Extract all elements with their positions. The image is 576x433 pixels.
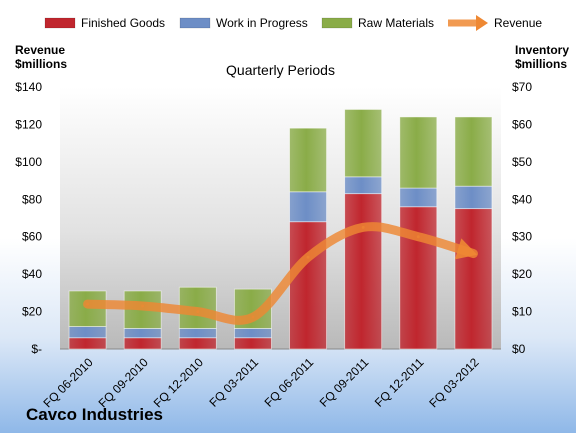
left-tick-label: $60	[22, 230, 42, 244]
left-tick-label: $20	[22, 305, 42, 319]
right-axis-title: $millions	[515, 57, 567, 71]
right-tick-label: $0	[512, 342, 526, 356]
bar-raw-materials	[399, 116, 438, 189]
right-tick-label: $30	[512, 230, 532, 244]
bar-raw-materials	[344, 109, 383, 178]
bar-finished-goods	[289, 221, 327, 350]
x-tick-label: FQ 03-2011	[207, 355, 262, 410]
left-tick-label: $-	[31, 342, 42, 356]
revenue-point	[251, 315, 255, 319]
right-tick-label: $60	[512, 117, 532, 131]
revenue-point	[361, 225, 365, 229]
bar-work-in-progress	[123, 328, 162, 339]
legend-swatch-finished-goods	[44, 17, 76, 29]
revenue-point	[196, 310, 200, 314]
x-tick-label: FQ 06-2011	[262, 355, 317, 410]
bar-finished-goods	[454, 208, 493, 350]
x-tick-label: FQ 12-2011	[372, 355, 427, 410]
revenue-point	[471, 252, 475, 256]
right-tick-label: $20	[512, 267, 532, 281]
bar-finished-goods	[399, 206, 438, 350]
revenue-point	[306, 255, 310, 259]
bar-finished-goods	[234, 337, 272, 350]
legend-swatch-raw-materials	[321, 17, 353, 29]
x-tick-label: FQ 06-2010	[40, 355, 95, 410]
bar-work-in-progress	[234, 328, 272, 339]
legend-arrow-revenue	[476, 15, 488, 31]
bar-work-in-progress	[289, 191, 327, 223]
bar-raw-materials	[289, 127, 327, 193]
legend-label: Raw Materials	[358, 16, 434, 30]
left-tick-label: $100	[15, 155, 42, 169]
right-axis-title: Inventory	[515, 43, 569, 57]
company-name: Cavco Industries	[26, 405, 163, 424]
bar-work-in-progress	[344, 176, 383, 195]
left-tick-label: $80	[22, 192, 42, 206]
revenue-line	[83, 222, 478, 325]
left-tick-label: $120	[15, 117, 42, 131]
left-axis-title: Revenue	[15, 43, 65, 57]
revenue-point	[416, 235, 420, 239]
bar-work-in-progress	[454, 185, 493, 210]
left-axis-title: $millions	[15, 57, 67, 71]
x-tick-label: FQ 09-2010	[96, 355, 151, 410]
bar-finished-goods	[68, 337, 107, 350]
legend-label: Work in Progress	[216, 16, 308, 30]
revenue-arrowhead	[454, 238, 478, 260]
right-tick-label: $50	[512, 155, 532, 169]
x-tick-label: FQ 09-2011	[317, 355, 372, 410]
x-tick-label: FQ 12-2010	[151, 355, 206, 410]
x-tick-label: FQ 03-2012	[426, 355, 481, 410]
plot-title: Quarterly Periods	[226, 62, 335, 78]
bar-work-in-progress	[178, 328, 217, 339]
right-tick-label: $70	[512, 80, 532, 94]
bar-raw-materials	[454, 116, 493, 187]
right-tick-label: $40	[512, 192, 532, 206]
legend-label: Finished Goods	[81, 16, 165, 30]
bar-finished-goods	[344, 193, 383, 350]
right-tick-label: $10	[512, 305, 532, 319]
bar-finished-goods	[123, 337, 162, 350]
legend-label-revenue: Revenue	[494, 16, 542, 30]
bar-work-in-progress	[399, 187, 438, 208]
left-tick-label: $140	[15, 80, 42, 94]
bar-work-in-progress	[68, 326, 107, 339]
revenue-point	[86, 302, 90, 306]
bar-finished-goods	[178, 337, 217, 350]
legend-swatch-work-in-progress	[179, 17, 211, 29]
revenue-point	[141, 304, 145, 308]
left-tick-label: $40	[22, 267, 42, 281]
